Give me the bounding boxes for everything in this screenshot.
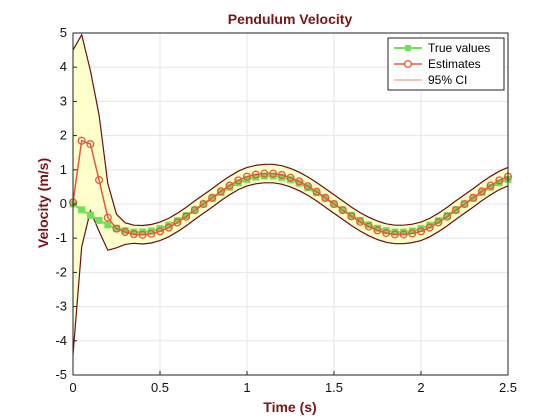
y-axis-label: Velocity (m/s) bbox=[35, 158, 51, 248]
estimate-point bbox=[182, 212, 191, 221]
estimate-point bbox=[329, 199, 339, 209]
y-tick-label: 5 bbox=[60, 25, 67, 40]
estimate-point bbox=[286, 173, 295, 182]
x-tick-label: 2 bbox=[417, 380, 424, 395]
y-tick-label: -4 bbox=[55, 333, 67, 348]
estimate-point bbox=[356, 217, 365, 226]
chart-title: Pendulum Velocity bbox=[228, 11, 353, 27]
estimate-point bbox=[434, 218, 443, 227]
estimate-point bbox=[373, 226, 382, 235]
estimate-point bbox=[382, 229, 391, 238]
y-tick-label: 1 bbox=[60, 162, 67, 177]
x-tick-label: 1.5 bbox=[325, 380, 343, 395]
estimate-point bbox=[164, 223, 173, 232]
series-layer bbox=[68, 33, 513, 355]
estimate-point bbox=[225, 181, 234, 190]
estimate-point bbox=[269, 169, 278, 178]
y-tick-label: 2 bbox=[60, 128, 67, 143]
estimate-point bbox=[147, 229, 156, 238]
grid bbox=[72, 32, 509, 376]
estimate-point bbox=[138, 230, 147, 239]
legend-label: Estimates bbox=[428, 57, 481, 71]
y-tick-label: -1 bbox=[55, 230, 67, 245]
y-tick-label: 0 bbox=[60, 196, 67, 211]
estimate-point bbox=[303, 182, 312, 191]
estimate-point bbox=[416, 227, 426, 236]
axis-ticks: 0 0.5 1 1.5 2 2.5 -5 -4 -3 -2 -1 0 1 2 3 4 5 bbox=[55, 25, 517, 395]
estimate-point bbox=[460, 199, 469, 209]
x-tick-label: 2.5 bbox=[499, 380, 517, 395]
estimate-point bbox=[295, 177, 304, 186]
estimate-point bbox=[103, 213, 112, 222]
estimate-point bbox=[390, 230, 399, 239]
estimate-point bbox=[477, 187, 486, 196]
estimate-point bbox=[347, 212, 356, 221]
true-value-point bbox=[86, 211, 94, 219]
legend-marker-estimates bbox=[403, 59, 413, 69]
estimate-point bbox=[155, 227, 165, 236]
estimate-point bbox=[469, 193, 478, 202]
estimate-point bbox=[173, 218, 182, 227]
x-axis-label: Time (s) bbox=[263, 399, 316, 415]
ci-lower-line bbox=[72, 182, 509, 355]
estimate-point bbox=[486, 181, 495, 190]
estimate-point bbox=[408, 229, 417, 238]
true-value-point bbox=[78, 206, 86, 214]
estimate-point bbox=[399, 230, 408, 239]
y-tick-label: -3 bbox=[55, 299, 67, 314]
ci-upper-line bbox=[72, 33, 509, 227]
legend-label: True values bbox=[428, 41, 490, 55]
estimate-point bbox=[199, 199, 208, 209]
estimate-point bbox=[451, 206, 460, 215]
y-tick-label: -2 bbox=[55, 264, 67, 279]
estimate-point bbox=[277, 170, 286, 179]
estimate-point bbox=[86, 140, 95, 149]
estimate-point bbox=[242, 172, 252, 181]
estimate-point bbox=[251, 170, 260, 179]
estimate-point bbox=[190, 206, 199, 215]
estimate-point bbox=[495, 176, 504, 185]
estimate-point bbox=[121, 227, 130, 237]
legend-label: 95% CI bbox=[428, 73, 467, 87]
estimate-point bbox=[364, 222, 373, 231]
estimate-point bbox=[112, 224, 121, 233]
estimate-point bbox=[321, 193, 330, 202]
legend: True values Estimates 95% CI bbox=[387, 37, 505, 91]
estimate-point bbox=[208, 193, 217, 202]
estimate-point bbox=[443, 212, 452, 221]
x-tick-label: 0 bbox=[69, 380, 76, 395]
estimate-point bbox=[95, 176, 104, 185]
y-tick-label: 3 bbox=[60, 93, 67, 108]
y-tick-label: 4 bbox=[60, 59, 67, 74]
estimate-point bbox=[425, 223, 434, 232]
x-tick-label: 1 bbox=[243, 380, 250, 395]
legend-marker-true-values bbox=[405, 45, 411, 51]
y-tick-label: -5 bbox=[55, 367, 67, 382]
estimate-point bbox=[77, 136, 86, 145]
estimate-point bbox=[234, 176, 243, 185]
x-tick-label: 0.5 bbox=[151, 380, 169, 395]
true-value-point bbox=[104, 221, 112, 229]
estimate-point bbox=[129, 230, 138, 239]
estimate-point bbox=[338, 206, 347, 215]
estimate-point bbox=[312, 187, 321, 196]
estimate-point bbox=[216, 187, 225, 196]
true-value-point bbox=[95, 216, 103, 224]
estimate-point bbox=[260, 169, 269, 178]
